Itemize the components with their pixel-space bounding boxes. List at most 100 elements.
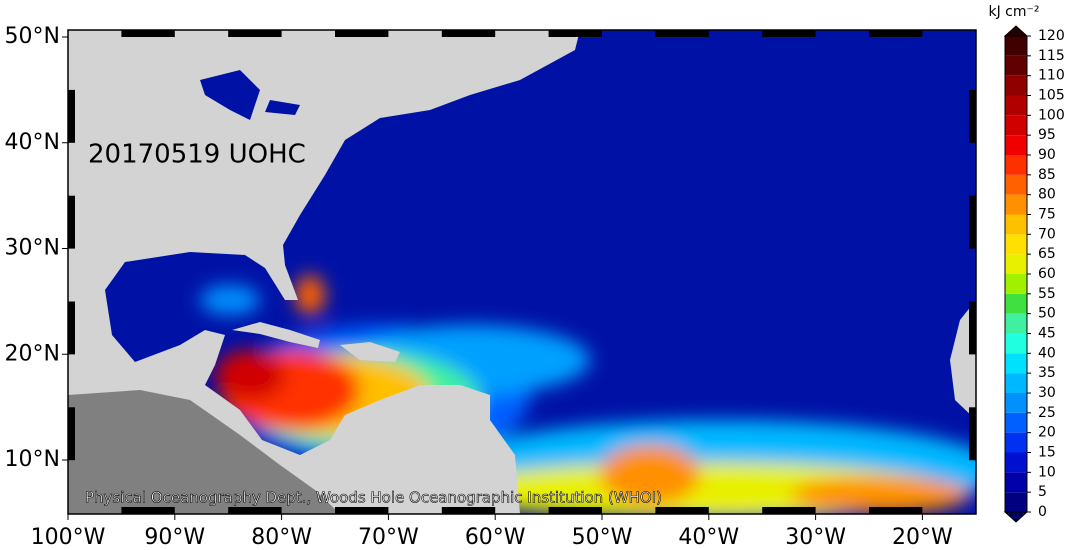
colorbar-segment	[1005, 432, 1027, 453]
frame-bar	[335, 30, 389, 37]
colorbar-segment	[1005, 492, 1027, 512]
colorbar-segment	[1005, 452, 1027, 473]
colorbar-segment	[1005, 313, 1027, 334]
colorbar-tick-label: 80	[1038, 187, 1056, 203]
frame-bar	[441, 507, 496, 514]
colorbar-segment	[1005, 393, 1027, 413]
frame-bar	[68, 407, 75, 461]
colorbar-tick-label: 110	[1038, 68, 1065, 84]
colorbar-tick-label: 100	[1038, 107, 1065, 123]
x-tick-label: 40°W	[678, 525, 739, 550]
colorbar-tick-label: 65	[1038, 246, 1056, 262]
frame-bar	[762, 507, 816, 514]
colorbar-unit: kJ cm⁻²	[988, 4, 1039, 20]
x-tick-label: 20°W	[892, 525, 953, 550]
map-frame	[68, 30, 976, 514]
colorbar-segment	[1005, 174, 1027, 195]
colorbar-tick-label: 55	[1038, 286, 1056, 302]
frame-bar	[655, 30, 709, 37]
y-tick-label: 30°N	[5, 236, 60, 261]
y-tick-label: 40°N	[5, 130, 60, 155]
colorbar-segment	[1005, 254, 1027, 274]
colorbar-tick-label: 60	[1038, 266, 1056, 282]
colorbar-tick-label: 75	[1038, 207, 1056, 223]
colorbar-tick-label: 15	[1038, 445, 1056, 461]
frame-bar	[68, 89, 75, 143]
colorbar-tick-label: 35	[1038, 365, 1056, 381]
colorbar-tick-label: 40	[1038, 345, 1056, 361]
frame-bar	[548, 30, 602, 37]
x-tick-label: 100°W	[31, 525, 106, 550]
colorbar-segment	[1005, 55, 1027, 76]
colorbar-segment	[1005, 36, 1027, 56]
frame-bar	[762, 30, 816, 37]
colorbar-tick-label: 30	[1038, 385, 1056, 401]
frame-bar	[228, 30, 282, 37]
cuba	[232, 322, 320, 348]
colorbar-under	[1003, 511, 1029, 523]
frame-bar	[969, 89, 976, 143]
x-tick-label: 50°W	[572, 525, 633, 550]
y-tick-label: 50°N	[5, 24, 60, 49]
frame-bar	[869, 30, 923, 37]
colorbar-tick-label: 50	[1038, 306, 1056, 322]
map-area: 20170519 UOHC Physical Oceanography Dept…	[68, 30, 976, 514]
hispaniola	[340, 342, 400, 362]
colorbar-segment	[1005, 293, 1027, 314]
frame-bar	[228, 507, 282, 514]
frame-bar	[121, 30, 175, 37]
frame-bar	[441, 30, 496, 37]
colorbar-segment	[1005, 353, 1027, 374]
colorbar-segment	[1005, 234, 1027, 255]
map-border	[67, 29, 977, 515]
pacific-ocean	[68, 390, 340, 514]
colorbar-segment	[1005, 155, 1027, 175]
x-tick-label: 70°W	[358, 525, 419, 550]
map-title: 20170519 UOHC	[88, 140, 306, 170]
colorbar-tick-label: 70	[1038, 226, 1056, 242]
colorbar-tick-label: 120	[1038, 28, 1065, 44]
frame-bar	[335, 507, 389, 514]
x-tick-label: 90°W	[144, 525, 205, 550]
y-tick-label: 20°N	[5, 341, 60, 366]
land	[68, 30, 580, 514]
frame-bar	[548, 507, 602, 514]
colorbar-tick-label: 95	[1038, 127, 1056, 143]
colorbar-tick-label: 45	[1038, 326, 1056, 342]
colorbar-tick-label: 25	[1038, 405, 1056, 421]
colorbar-over	[1003, 25, 1029, 37]
x-tick-label: 60°W	[465, 525, 526, 550]
colorbar-segment	[1005, 333, 1027, 354]
colorbar-tick-label: 0	[1038, 504, 1047, 520]
colorbar-segment	[1005, 115, 1027, 136]
credit: Physical Oceanography Dept., Woods Hole …	[85, 489, 662, 507]
frame-bar	[969, 195, 976, 249]
colorbar-tick-label: 90	[1038, 147, 1056, 163]
colorbar-segment	[1005, 194, 1027, 215]
great-lakes	[200, 70, 300, 120]
colorbar-tick-label: 10	[1038, 464, 1056, 480]
frame-bar	[68, 301, 75, 355]
frame-bar	[121, 507, 175, 514]
frame-bar	[869, 507, 923, 514]
frame-bar	[68, 195, 75, 249]
colorbar-tick-label: 115	[1038, 48, 1065, 64]
x-tick-label: 30°W	[785, 525, 846, 550]
colorbar-segment	[1005, 412, 1027, 433]
colorbar-segment	[1005, 373, 1027, 393]
colorbar-segment	[1005, 274, 1027, 294]
colorbar-tick-label: 105	[1038, 88, 1065, 104]
x-tick-label: 80°W	[251, 525, 312, 550]
colorbar-segment	[1005, 214, 1027, 235]
colorbar-segment	[1005, 75, 1027, 96]
frame-bar	[969, 407, 976, 461]
colorbar-segment	[1005, 135, 1027, 155]
frame-bar	[655, 507, 709, 514]
colorbar-segment	[1005, 95, 1027, 116]
colorbar-tick-label: 20	[1038, 425, 1056, 441]
colorbar-tick-label: 5	[1038, 484, 1047, 500]
colorbar-tick-label: 85	[1038, 167, 1056, 183]
frame-bar	[969, 301, 976, 355]
colorbar-segment	[1005, 472, 1027, 493]
